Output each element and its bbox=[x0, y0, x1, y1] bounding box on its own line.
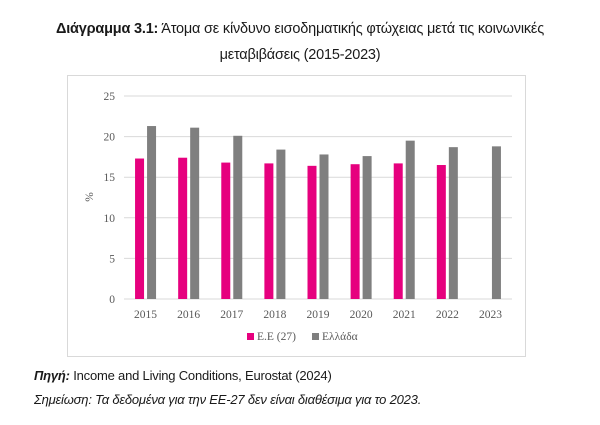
bar-greece-2022 bbox=[448, 147, 458, 299]
x-tick-label: 2020 bbox=[350, 309, 373, 321]
gridlines bbox=[124, 95, 512, 300]
y-tick-label: 25 bbox=[104, 91, 116, 103]
bar-eu-2018 bbox=[264, 163, 274, 299]
x-tick-label: 2017 bbox=[220, 309, 243, 321]
legend-swatch-greece bbox=[312, 333, 319, 340]
legend-swatch-eu bbox=[247, 333, 254, 340]
source-label: Πηγή: bbox=[34, 368, 70, 383]
x-tick-label: 2016 bbox=[177, 309, 200, 321]
chart-title: Διάγραμμα 3.1: Άτομα σε κίνδυνο εισοδημα… bbox=[20, 16, 580, 68]
bar-greece-2023 bbox=[491, 146, 501, 299]
bar-eu-2017 bbox=[221, 162, 231, 299]
chart-frame bbox=[67, 75, 526, 357]
bar-eu-2021 bbox=[393, 163, 403, 299]
source-text: Income and Living Conditions, Eurostat (… bbox=[73, 368, 332, 383]
y-tick-label: 0 bbox=[109, 294, 115, 306]
bar-eu-2015 bbox=[135, 158, 145, 299]
bar-greece-2020 bbox=[362, 156, 372, 299]
y-tick-label: 20 bbox=[104, 132, 116, 144]
bar-greece-2019 bbox=[319, 154, 329, 299]
bar-greece-2015 bbox=[147, 126, 157, 299]
x-tick-label: 2018 bbox=[263, 309, 286, 321]
legend: Ε.Ε (27) Ελλάδα bbox=[247, 331, 358, 343]
bar-eu-2020 bbox=[350, 164, 360, 299]
x-tick-label: 2023 bbox=[479, 309, 502, 321]
y-tick-label: 5 bbox=[109, 253, 115, 265]
bar-eu-2022 bbox=[436, 165, 446, 299]
bar-greece-2018 bbox=[276, 149, 286, 299]
x-tick-label: 2021 bbox=[393, 309, 416, 321]
x-tick-label: 2022 bbox=[436, 309, 459, 321]
y-tick-label: 10 bbox=[104, 213, 116, 225]
x-tick-label: 2019 bbox=[307, 309, 330, 321]
bar-greece-2016 bbox=[190, 127, 200, 299]
bar-greece-2017 bbox=[233, 135, 243, 299]
bar-eu-2019 bbox=[307, 165, 317, 299]
y-axis-label: % bbox=[84, 192, 96, 202]
bar-greece-2021 bbox=[405, 140, 415, 299]
legend-label-eu: Ε.Ε (27) bbox=[257, 331, 296, 343]
y-tick-label: 15 bbox=[104, 172, 116, 184]
source-line: Πηγή: Income and Living Conditions, Euro… bbox=[34, 368, 332, 383]
y-axis-ticks: 0 5 10 15 20 25 bbox=[104, 91, 116, 306]
bars bbox=[135, 126, 501, 299]
x-axis-ticks: 2015 2016 2017 2018 2019 2020 2021 2022 2023 bbox=[134, 309, 502, 321]
note-text: Σημείωση: Τα δεδομένα για την ΕΕ-27 δεν … bbox=[34, 392, 422, 407]
x-tick-label: 2015 bbox=[134, 309, 157, 321]
chart-title-label: Διάγραμμα 3.1: bbox=[56, 21, 159, 37]
legend-label-greece: Ελλάδα bbox=[322, 331, 358, 343]
chart-title-text: Άτομα σε κίνδυνο εισοδηματικής φτώχειας … bbox=[161, 21, 544, 63]
bar-eu-2016 bbox=[178, 157, 188, 299]
